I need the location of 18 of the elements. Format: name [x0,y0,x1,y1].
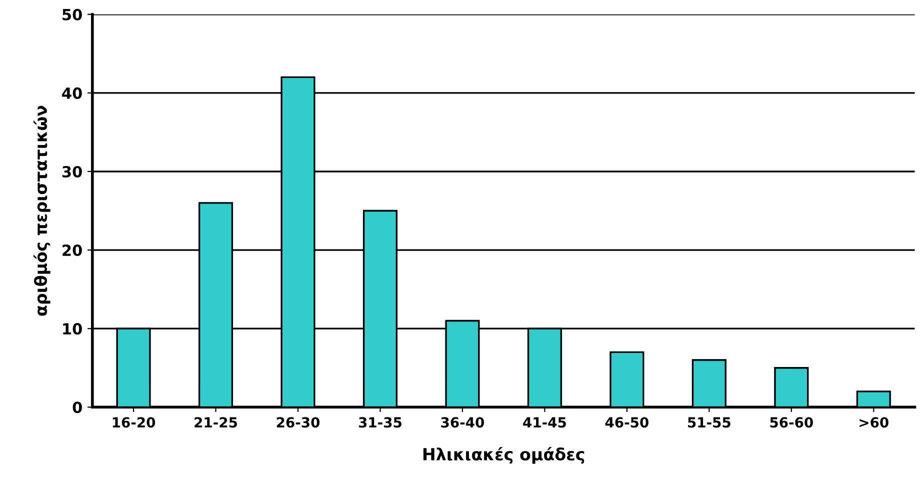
x-tick-label: 31-35 [358,417,402,428]
x-tick-label: 56-60 [770,417,813,428]
y-tick-label: 0 [72,402,82,414]
x-tick-label: 41-45 [523,417,566,428]
y-tick-label: 10 [63,323,82,335]
y-tick-label: 40 [62,87,82,99]
x-tick-label: 26-30 [276,417,320,428]
y-tick-label: 30 [62,166,82,178]
y-tick-label: 50 [62,8,82,20]
x-tick-label: 51-55 [688,417,730,428]
x-tick-label: 36-40 [441,417,484,428]
x-tick-label: 21-25 [194,417,237,428]
y-axis-title: αριθμός περιστατικών [33,106,50,316]
x-tick-label: 16-20 [112,417,156,428]
x-axis-title: Ηλικιακές ομάδες [423,446,584,464]
y-tick-label: 20 [62,244,82,256]
x-tick-label: 46-50 [605,417,648,428]
x-tick-label: >60 [860,417,888,428]
